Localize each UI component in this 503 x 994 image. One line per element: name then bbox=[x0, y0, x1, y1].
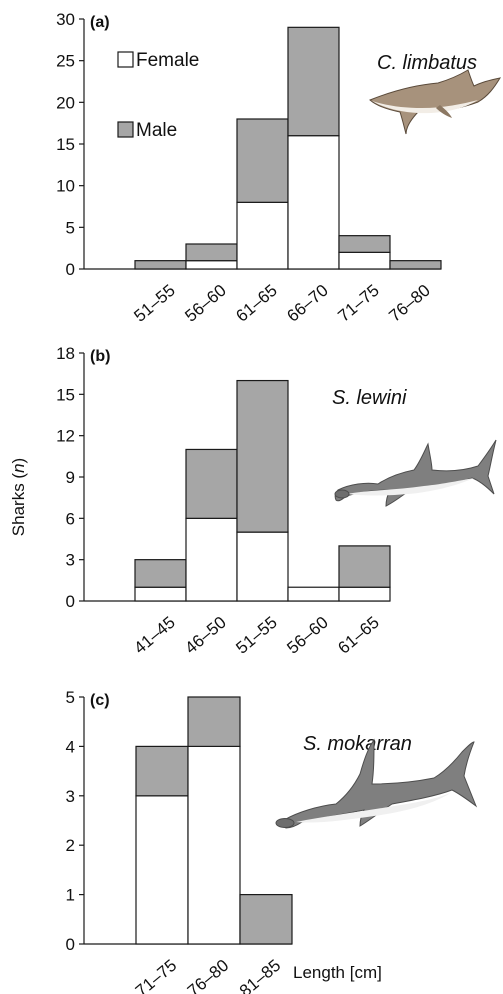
y-tick-label: 10 bbox=[56, 177, 75, 196]
bar-female-0 bbox=[135, 795, 189, 945]
blacktip-shark-icon bbox=[369, 69, 502, 135]
bar-male-4 bbox=[338, 235, 391, 253]
bar-female-0 bbox=[134, 586, 187, 602]
bar-female-3 bbox=[287, 586, 340, 602]
y-tick-label: 25 bbox=[56, 52, 75, 71]
bar-male-2 bbox=[236, 118, 289, 203]
x-tick-label: 81–85 bbox=[236, 956, 284, 994]
y-tick-label: 12 bbox=[56, 427, 75, 446]
y-tick-label: 5 bbox=[66, 688, 75, 707]
bar-female-2 bbox=[236, 531, 289, 602]
panel-c: 0 1 2 3 4 5 71–75 76–80 81–85 (c) S. mokarran bbox=[66, 688, 412, 994]
y-tick-label: 20 bbox=[56, 93, 75, 112]
x-tick-label: 66–70 bbox=[283, 281, 331, 326]
y-tick-label: 9 bbox=[66, 468, 75, 487]
bar-female-4 bbox=[338, 251, 391, 270]
legend: Female Male bbox=[117, 50, 199, 141]
panel-label: (a) bbox=[90, 14, 110, 31]
bar-female-2 bbox=[236, 201, 289, 270]
bar-female-3 bbox=[287, 135, 340, 270]
bar-female-4 bbox=[338, 586, 391, 602]
x-tick-label: 46–50 bbox=[181, 613, 229, 658]
y-tick-label: 3 bbox=[66, 551, 75, 570]
scalloped-hammerhead-icon bbox=[334, 439, 497, 507]
y-axis-title-prefix: Sharks ( bbox=[9, 473, 28, 537]
y-tick-label: 18 bbox=[56, 344, 75, 363]
panel-label: (c) bbox=[90, 692, 110, 709]
bar-female-1 bbox=[185, 517, 238, 602]
x-tick-label: 76–80 bbox=[385, 281, 433, 326]
bar-male-2 bbox=[239, 893, 293, 945]
x-axis-title: Length [cm] bbox=[293, 963, 382, 982]
bar-male-1 bbox=[187, 696, 241, 748]
species-label: S. mokarran bbox=[303, 733, 412, 755]
x-tick-label: 71–75 bbox=[334, 281, 382, 326]
x-tick-label: 51–55 bbox=[130, 281, 178, 326]
y-axis-title: Sharks (n) bbox=[9, 458, 28, 536]
panel-label: (b) bbox=[90, 348, 110, 365]
species-label: C. limbatus bbox=[377, 52, 477, 74]
y-tick-label: 15 bbox=[56, 135, 75, 154]
bar-male-2 bbox=[236, 379, 289, 533]
y-tick-label: 1 bbox=[66, 886, 75, 905]
bar-female-1 bbox=[185, 260, 238, 270]
x-tick-label: 61–65 bbox=[232, 281, 280, 326]
y-tick-label: 0 bbox=[66, 935, 75, 954]
y-tick-label: 0 bbox=[66, 260, 75, 279]
bar-female-1 bbox=[187, 745, 241, 945]
x-tick-label: 56–60 bbox=[181, 281, 229, 326]
legend-swatch-male bbox=[117, 121, 134, 138]
y-tick-label: 30 bbox=[56, 10, 75, 29]
y-tick-label: 2 bbox=[66, 836, 75, 855]
legend-label-female: Female bbox=[136, 50, 199, 71]
y-axis-title-suffix: ) bbox=[9, 458, 28, 464]
y-tick-label: 3 bbox=[66, 787, 75, 806]
bar-male-0 bbox=[134, 260, 187, 270]
x-tick-label: 61–65 bbox=[334, 613, 382, 658]
bar-male-5 bbox=[389, 260, 442, 270]
bar-male-1 bbox=[185, 448, 238, 519]
y-tick-label: 0 bbox=[66, 592, 75, 611]
x-tick-label: 51–55 bbox=[232, 613, 280, 658]
legend-label-male: Male bbox=[136, 120, 177, 141]
bar-male-1 bbox=[185, 243, 238, 262]
y-tick-label: 4 bbox=[66, 737, 75, 756]
bar-male-0 bbox=[134, 559, 187, 588]
panel-b: 0 3 6 9 12 15 18 41–45 46–50 51–55 56–60 61–65 (b) S.… bbox=[56, 344, 407, 658]
bar-male-4 bbox=[338, 545, 391, 588]
panel-a: 0 5 10 15 20 25 30 51–55 56–60 61–65 66–70 71–75 76–… bbox=[56, 10, 477, 326]
y-tick-label: 6 bbox=[66, 509, 75, 528]
bar-male-0 bbox=[135, 745, 189, 797]
x-tick-label: 76–80 bbox=[184, 956, 232, 994]
bar-male-3 bbox=[287, 26, 340, 137]
y-tick-label: 15 bbox=[56, 385, 75, 404]
x-tick-label: 71–75 bbox=[132, 956, 180, 994]
species-label: S. lewini bbox=[332, 387, 407, 409]
legend-swatch-female bbox=[117, 51, 134, 68]
y-tick-label: 5 bbox=[66, 218, 75, 237]
great-hammerhead-icon bbox=[275, 738, 478, 829]
y-axis-title-n: n bbox=[9, 463, 28, 472]
x-tick-label: 41–45 bbox=[130, 613, 178, 658]
x-tick-label: 56–60 bbox=[283, 613, 331, 658]
